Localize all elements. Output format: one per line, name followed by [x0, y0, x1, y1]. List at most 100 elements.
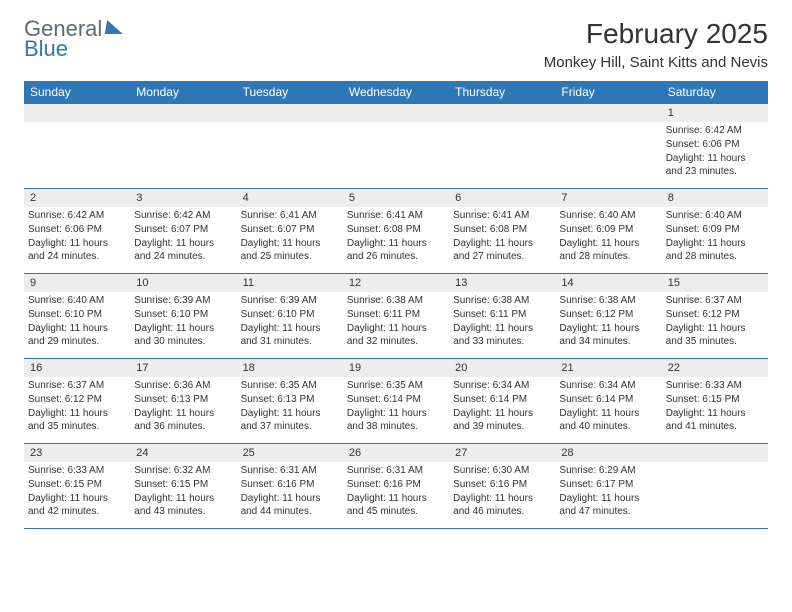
day-number [662, 444, 768, 462]
day-number: 9 [24, 274, 130, 292]
sunset-text: Sunset: 6:07 PM [134, 223, 232, 236]
day-cell: 26Sunrise: 6:31 AMSunset: 6:16 PMDayligh… [343, 444, 449, 528]
day-number: 28 [555, 444, 661, 462]
daylight-text: Daylight: 11 hours and 27 minutes. [453, 237, 551, 263]
logo: General Blue [24, 18, 124, 60]
dow-cell: Wednesday [343, 81, 449, 103]
sunrise-text: Sunrise: 6:38 AM [559, 294, 657, 307]
day-cell: 1 Sunrise: 6:42 AMSunset: 6:06 PMDaylight… [662, 104, 768, 188]
day-number [24, 104, 130, 122]
week-row: 23Sunrise: 6:33 AMSunset: 6:15 PMDayligh… [24, 443, 768, 528]
sunrise-text: Sunrise: 6:39 AM [134, 294, 232, 307]
day-number: 18 [237, 359, 343, 377]
sunset-text: Sunset: 6:14 PM [559, 393, 657, 406]
sunset-text: Sunset: 6:15 PM [134, 478, 232, 491]
sunset-text: Sunset: 6:11 PM [453, 308, 551, 321]
calendar-grid: SundayMondayTuesdayWednesdayThursdayFrid… [24, 81, 768, 529]
day-cell-empty [343, 104, 449, 188]
day-cell-empty [449, 104, 555, 188]
day-number: 2 [24, 189, 130, 207]
month-title: February 2025 [544, 18, 768, 50]
sunrise-text: Sunrise: 6:34 AM [453, 379, 551, 392]
sunset-text: Sunset: 6:11 PM [347, 308, 445, 321]
daylight-text: Daylight: 11 hours and 37 minutes. [241, 407, 339, 433]
sunset-text: Sunset: 6:13 PM [241, 393, 339, 406]
day-number: 14 [555, 274, 661, 292]
day-cell: 4Sunrise: 6:41 AMSunset: 6:07 PMDaylight… [237, 189, 343, 273]
sunrise-text: Sunrise: 6:32 AM [134, 464, 232, 477]
logo-part2: Blue [24, 38, 102, 60]
day-cell: 3Sunrise: 6:42 AMSunset: 6:07 PMDaylight… [130, 189, 236, 273]
sunset-text: Sunset: 6:10 PM [134, 308, 232, 321]
day-cell: 21Sunrise: 6:34 AMSunset: 6:14 PMDayligh… [555, 359, 661, 443]
sunset-text: Sunset: 6:12 PM [28, 393, 126, 406]
weeks-container: 1Sunrise: 6:42 AMSunset: 6:06 PMDaylight… [24, 103, 768, 528]
sunset-text: Sunset: 6:12 PM [559, 308, 657, 321]
day-cell: 13Sunrise: 6:38 AMSunset: 6:11 PMDayligh… [449, 274, 555, 358]
day-number: 16 [24, 359, 130, 377]
day-number [343, 104, 449, 122]
day-cell: 6Sunrise: 6:41 AMSunset: 6:08 PMDaylight… [449, 189, 555, 273]
day-number: 3 [130, 189, 236, 207]
sunset-text: Sunset: 6:08 PM [347, 223, 445, 236]
day-cell: 24Sunrise: 6:32 AMSunset: 6:15 PMDayligh… [130, 444, 236, 528]
dow-cell: Friday [555, 81, 661, 103]
sunrise-text: Sunrise: 6:41 AM [241, 209, 339, 222]
daylight-text: Daylight: 11 hours and 35 minutes. [28, 407, 126, 433]
day-number: 10 [130, 274, 236, 292]
day-cell: 7Sunrise: 6:40 AMSunset: 6:09 PMDaylight… [555, 189, 661, 273]
day-number [449, 104, 555, 122]
day-number: 17 [130, 359, 236, 377]
daylight-text: Daylight: 11 hours and 43 minutes. [134, 492, 232, 518]
day-number: 11 [237, 274, 343, 292]
daylight-text: Daylight: 11 hours and 35 minutes. [666, 322, 764, 348]
daylight-text: Daylight: 11 hours and 32 minutes. [347, 322, 445, 348]
sunrise-text: Sunrise: 6:34 AM [559, 379, 657, 392]
sunrise-text: Sunrise: 6:37 AM [666, 294, 764, 307]
daylight-text: Daylight: 11 hours and 45 minutes. [347, 492, 445, 518]
sunset-text: Sunset: 6:16 PM [347, 478, 445, 491]
sunrise-text: Sunrise: 6:38 AM [347, 294, 445, 307]
sunrise-text: Sunrise: 6:30 AM [453, 464, 551, 477]
daylight-text: Daylight: 11 hours and 23 minutes. [666, 152, 764, 178]
daylight-text: Daylight: 11 hours and 29 minutes. [28, 322, 126, 348]
day-number: 22 [662, 359, 768, 377]
day-number: 19 [343, 359, 449, 377]
logo-text: General Blue [24, 18, 102, 60]
day-cell-empty [555, 104, 661, 188]
sunrise-text: Sunrise: 6:38 AM [453, 294, 551, 307]
sunrise-text: Sunrise: 6:33 AM [666, 379, 764, 392]
daylight-text: Daylight: 11 hours and 46 minutes. [453, 492, 551, 518]
dow-cell: Saturday [662, 81, 768, 103]
daylight-text: Daylight: 11 hours and 39 minutes. [453, 407, 551, 433]
day-cell: 27Sunrise: 6:30 AMSunset: 6:16 PMDayligh… [449, 444, 555, 528]
day-number: 4 [237, 189, 343, 207]
daylight-text: Daylight: 11 hours and 40 minutes. [559, 407, 657, 433]
sunrise-text: Sunrise: 6:42 AM [28, 209, 126, 222]
daylight-text: Daylight: 11 hours and 30 minutes. [134, 322, 232, 348]
day-cell: 19Sunrise: 6:35 AMSunset: 6:14 PMDayligh… [343, 359, 449, 443]
day-number: 7 [555, 189, 661, 207]
sunset-text: Sunset: 6:06 PM [666, 138, 764, 151]
daylight-text: Daylight: 11 hours and 33 minutes. [453, 322, 551, 348]
day-cell: 11Sunrise: 6:39 AMSunset: 6:10 PMDayligh… [237, 274, 343, 358]
day-cell: 23Sunrise: 6:33 AMSunset: 6:15 PMDayligh… [24, 444, 130, 528]
logo-triangle-icon [105, 20, 125, 34]
sunset-text: Sunset: 6:16 PM [241, 478, 339, 491]
sunset-text: Sunset: 6:08 PM [453, 223, 551, 236]
sunset-text: Sunset: 6:09 PM [559, 223, 657, 236]
daylight-text: Daylight: 11 hours and 26 minutes. [347, 237, 445, 263]
day-number [130, 104, 236, 122]
day-number: 27 [449, 444, 555, 462]
day-cell: 8Sunrise: 6:40 AMSunset: 6:09 PMDaylight… [662, 189, 768, 273]
day-cell: 25Sunrise: 6:31 AMSunset: 6:16 PMDayligh… [237, 444, 343, 528]
sunset-text: Sunset: 6:14 PM [453, 393, 551, 406]
sunset-text: Sunset: 6:13 PM [134, 393, 232, 406]
dow-cell: Tuesday [237, 81, 343, 103]
sunset-text: Sunset: 6:15 PM [28, 478, 126, 491]
day-number: 1 [662, 104, 768, 122]
sunset-text: Sunset: 6:17 PM [559, 478, 657, 491]
sunrise-text: Sunrise: 6:42 AM [666, 124, 764, 137]
location-subtitle: Monkey Hill, Saint Kitts and Nevis [544, 54, 768, 71]
day-cell: 20Sunrise: 6:34 AMSunset: 6:14 PMDayligh… [449, 359, 555, 443]
